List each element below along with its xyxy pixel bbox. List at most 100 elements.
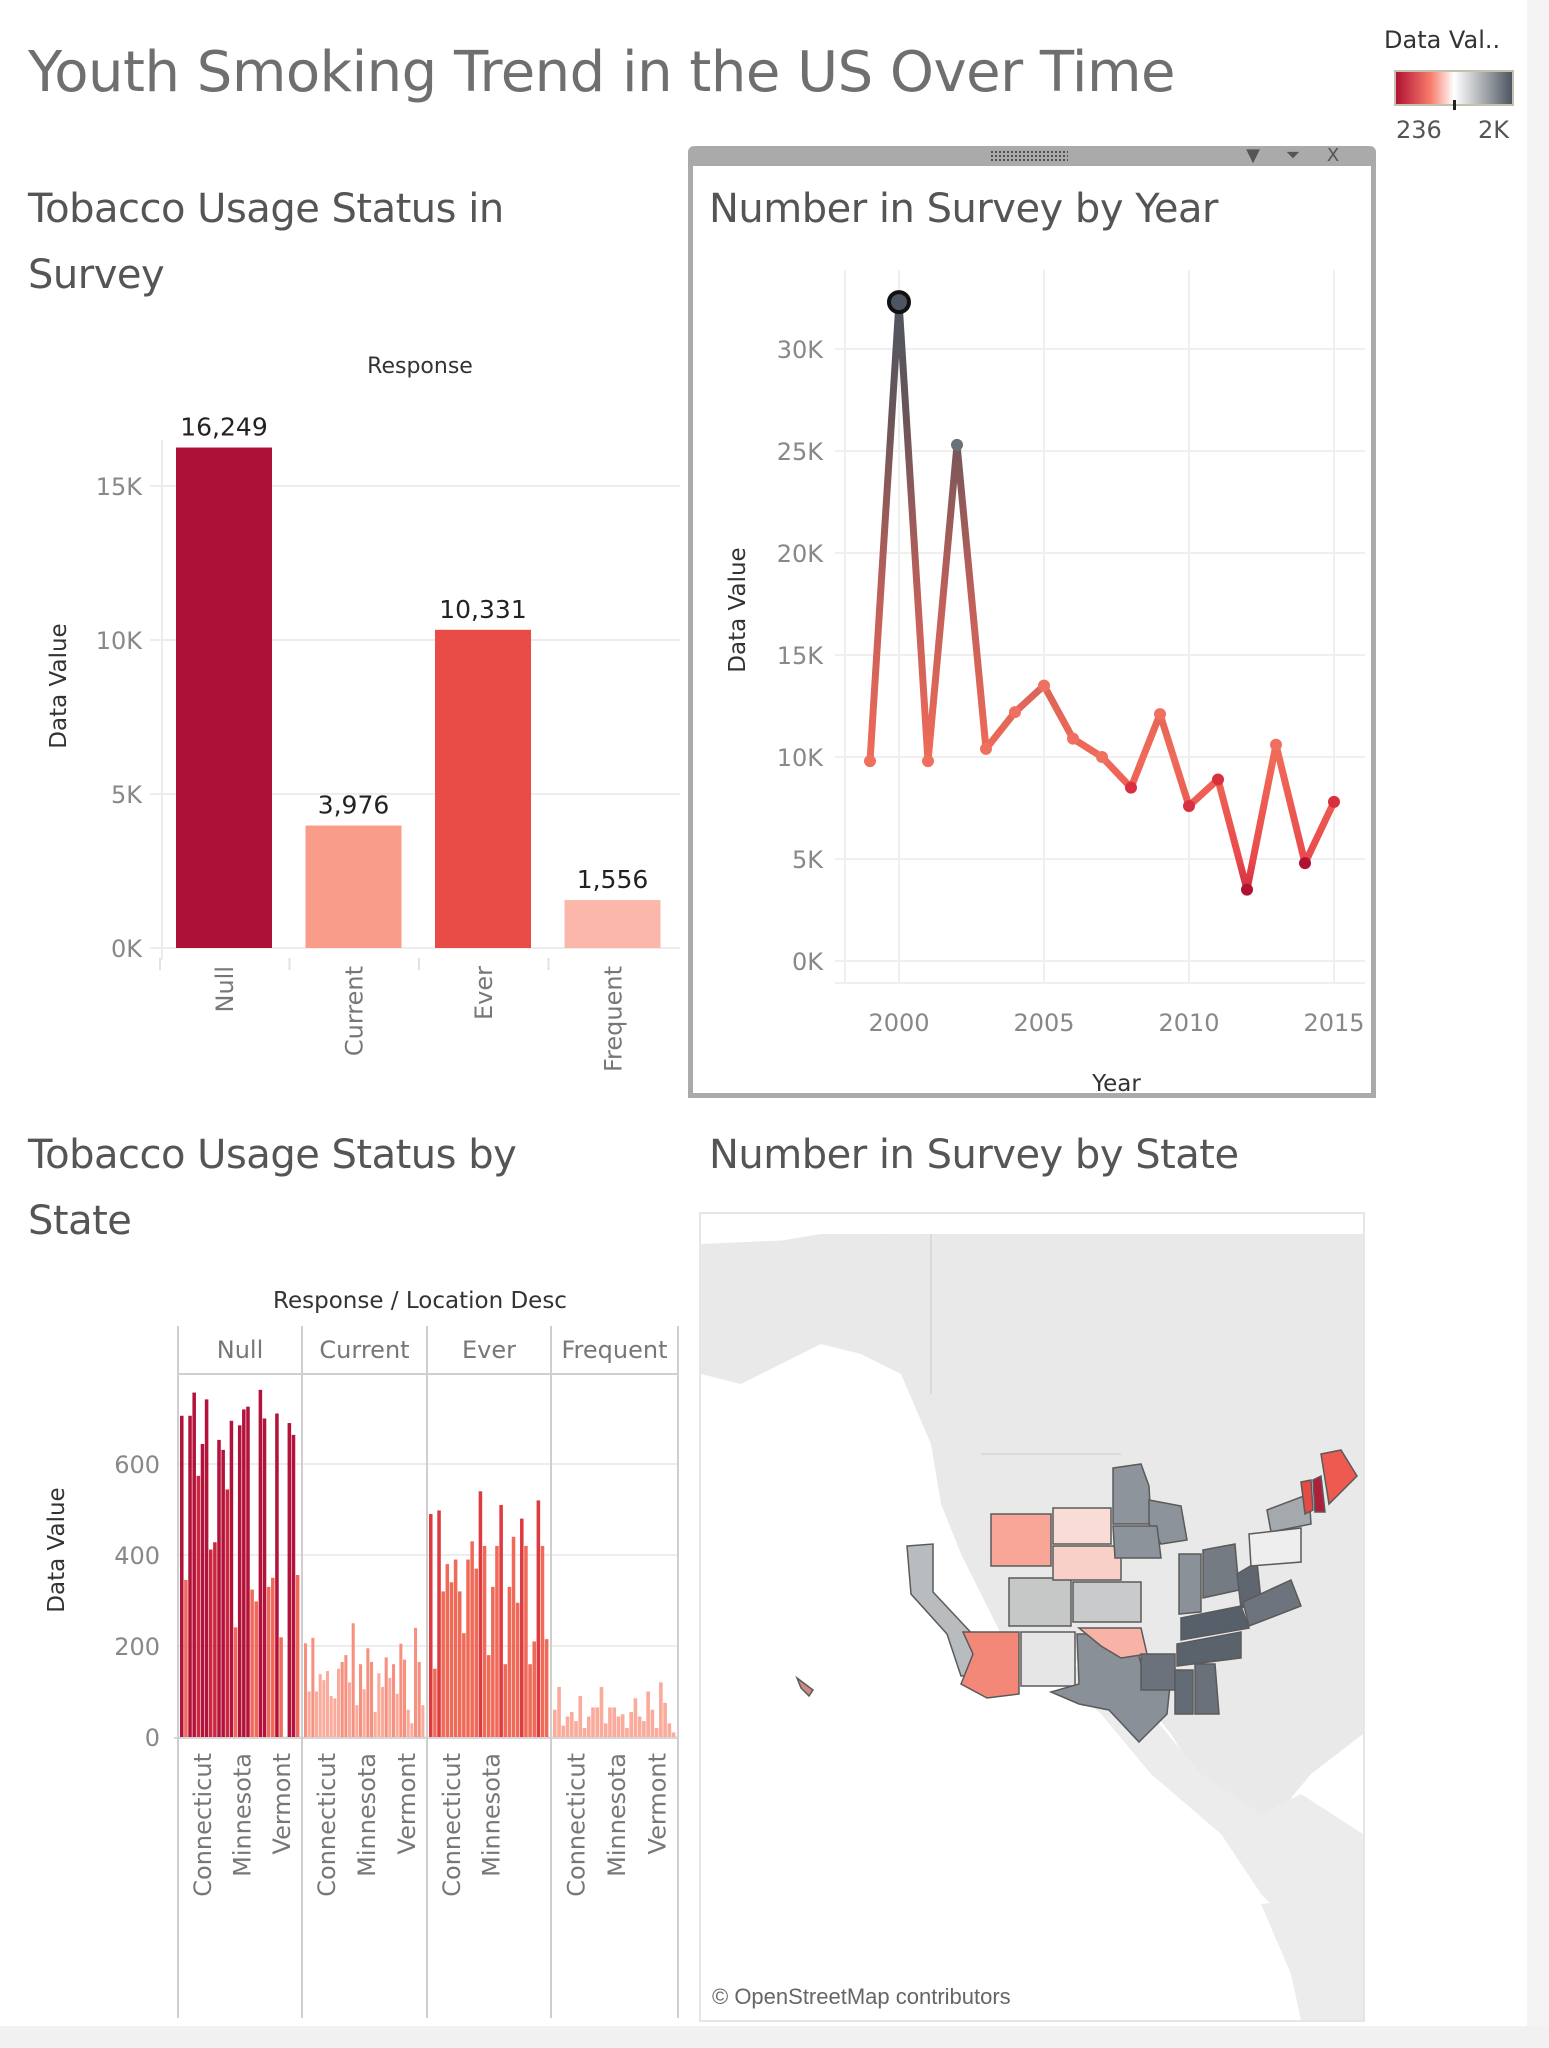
facet-bar bbox=[507, 1586, 512, 1737]
facet-bar bbox=[242, 1409, 246, 1737]
line-point-2003 bbox=[980, 742, 992, 755]
line-point-1999 bbox=[864, 755, 876, 768]
dashboard-title: Youth Smoking Trend in the US Over Time bbox=[28, 40, 1175, 105]
facet-column-header: Current bbox=[319, 1336, 409, 1364]
facet-bar bbox=[470, 1541, 474, 1737]
map-state-wyoming[interactable] bbox=[990, 1513, 1052, 1567]
facet-state-label: Connecticut bbox=[562, 1753, 590, 1897]
bar-frequent bbox=[564, 900, 661, 948]
facet-bar bbox=[229, 1420, 234, 1737]
facet-bar bbox=[595, 1707, 600, 1737]
facet-bar bbox=[646, 1691, 650, 1737]
map-state-alabama[interactable] bbox=[1194, 1663, 1220, 1715]
drag-handle-icon[interactable] bbox=[990, 150, 1068, 162]
floating-line-chart-panel[interactable] bbox=[688, 146, 1376, 1098]
facet-bar bbox=[441, 1591, 445, 1737]
facet-bar bbox=[384, 1657, 388, 1737]
facet-bar bbox=[204, 1399, 209, 1737]
facet-bar bbox=[217, 1439, 221, 1737]
facet-bar bbox=[482, 1545, 487, 1737]
line-xtick-label: 2005 bbox=[1013, 1009, 1074, 1037]
facet-bar bbox=[486, 1655, 491, 1737]
map-state-colorado[interactable] bbox=[1008, 1577, 1072, 1627]
line-series-path bbox=[866, 298, 1338, 894]
map-state-arizona[interactable] bbox=[960, 1631, 1020, 1699]
line-point-2007 bbox=[1096, 751, 1108, 763]
facet-bar bbox=[449, 1582, 454, 1737]
facet-bar bbox=[410, 1723, 414, 1737]
bar-current bbox=[305, 825, 402, 948]
filter-funnel-icon[interactable]: ⏷ bbox=[1285, 145, 1301, 166]
map-state-tennessee[interactable] bbox=[1176, 1631, 1242, 1667]
facet-bar bbox=[318, 1674, 322, 1737]
bar-ytick-label: 0K bbox=[111, 935, 143, 963]
facet-bar bbox=[266, 1586, 271, 1737]
map-state-mississippi[interactable] bbox=[1174, 1669, 1194, 1715]
facet-bar bbox=[515, 1602, 520, 1737]
map-state-oklahoma[interactable] bbox=[1076, 1627, 1148, 1659]
line-ytick-label: 5K bbox=[792, 846, 824, 874]
map-state-kentucky[interactable] bbox=[1180, 1605, 1251, 1641]
facet-bar bbox=[491, 1586, 495, 1737]
bar-null bbox=[176, 447, 272, 948]
dropdown-triangle-icon[interactable]: ▼ bbox=[1246, 145, 1260, 166]
facet-bar bbox=[561, 1725, 566, 1737]
line-point-2005 bbox=[1038, 679, 1050, 692]
map-land-central-america bbox=[1031, 1654, 1363, 1974]
facet-bar bbox=[445, 1564, 450, 1737]
map-state-new-york[interactable] bbox=[1266, 1492, 1312, 1533]
map-state-iowa[interactable] bbox=[1112, 1525, 1162, 1559]
map-state-hawaii[interactable] bbox=[795, 1675, 815, 1698]
map-state-pennsylvania[interactable] bbox=[1248, 1527, 1302, 1567]
map-sheet-title: Number in Survey by State bbox=[709, 1132, 1239, 1178]
facet-bar bbox=[671, 1732, 676, 1737]
facet-bar bbox=[395, 1693, 399, 1737]
facet-state-label: Vermont bbox=[644, 1753, 672, 1854]
map-canvas[interactable] bbox=[701, 1214, 1363, 2020]
state-map[interactable] bbox=[699, 1212, 1365, 2022]
line-point-2012 bbox=[1241, 883, 1253, 896]
facet-bar bbox=[569, 1711, 574, 1737]
facet-column-header: Ever bbox=[462, 1336, 516, 1364]
map-state-ohio[interactable] bbox=[1202, 1543, 1240, 1599]
facet-bar bbox=[612, 1707, 617, 1737]
facet-state-label: Vermont bbox=[268, 1753, 296, 1854]
map-state-indiana[interactable] bbox=[1178, 1553, 1202, 1615]
facet-bar bbox=[650, 1709, 655, 1737]
map-state-vermont[interactable] bbox=[1300, 1479, 1314, 1516]
bar-y-axis-title: Data Value bbox=[46, 623, 72, 748]
facet-bar bbox=[503, 1664, 508, 1737]
line-xtick-label: 2015 bbox=[1303, 1009, 1364, 1037]
bar-sheet-title-line2: Survey bbox=[28, 252, 165, 298]
facet-bar bbox=[629, 1711, 633, 1737]
bar-category-label: Ever bbox=[470, 966, 498, 1020]
map-state-south-dakota[interactable] bbox=[1052, 1507, 1112, 1545]
bar-ever bbox=[435, 629, 531, 948]
facet-bar bbox=[237, 1425, 242, 1737]
facet-bar bbox=[495, 1545, 499, 1737]
facet-state-label: Minnesota bbox=[353, 1753, 381, 1877]
map-state-virginia[interactable] bbox=[1242, 1578, 1302, 1628]
color-legend-min-label: 236 bbox=[1396, 116, 1442, 144]
map-state-arkansas[interactable] bbox=[1140, 1653, 1176, 1691]
facet-bar bbox=[608, 1707, 612, 1737]
map-state-new-hampshire[interactable] bbox=[1312, 1474, 1326, 1513]
facet-bar bbox=[429, 1514, 433, 1737]
close-icon[interactable]: X bbox=[1326, 145, 1340, 166]
map-state-new-mexico[interactable] bbox=[1020, 1631, 1076, 1687]
color-legend-max-label: 2K bbox=[1478, 116, 1510, 144]
line-point-2004 bbox=[1009, 706, 1021, 719]
facet-state-label: Minnesota bbox=[603, 1753, 631, 1877]
facet-column-header: Frequent bbox=[562, 1336, 668, 1364]
map-state-nebraska[interactable] bbox=[1052, 1545, 1122, 1581]
map-state-maine[interactable] bbox=[1320, 1449, 1358, 1506]
state-facet-chart: Response / Location Desc 0 200 400 600 Data V… bbox=[44, 1288, 679, 2018]
facet-bar bbox=[344, 1655, 348, 1737]
bar-value-label: 16,249 bbox=[180, 413, 267, 442]
facet-bar bbox=[304, 1643, 308, 1737]
facet-bar bbox=[557, 1686, 561, 1737]
map-state-kansas[interactable] bbox=[1072, 1581, 1142, 1623]
facet-bar bbox=[637, 1716, 642, 1737]
line-point-2010 bbox=[1183, 799, 1195, 812]
line-y-axis-title: Data Value bbox=[725, 547, 751, 672]
